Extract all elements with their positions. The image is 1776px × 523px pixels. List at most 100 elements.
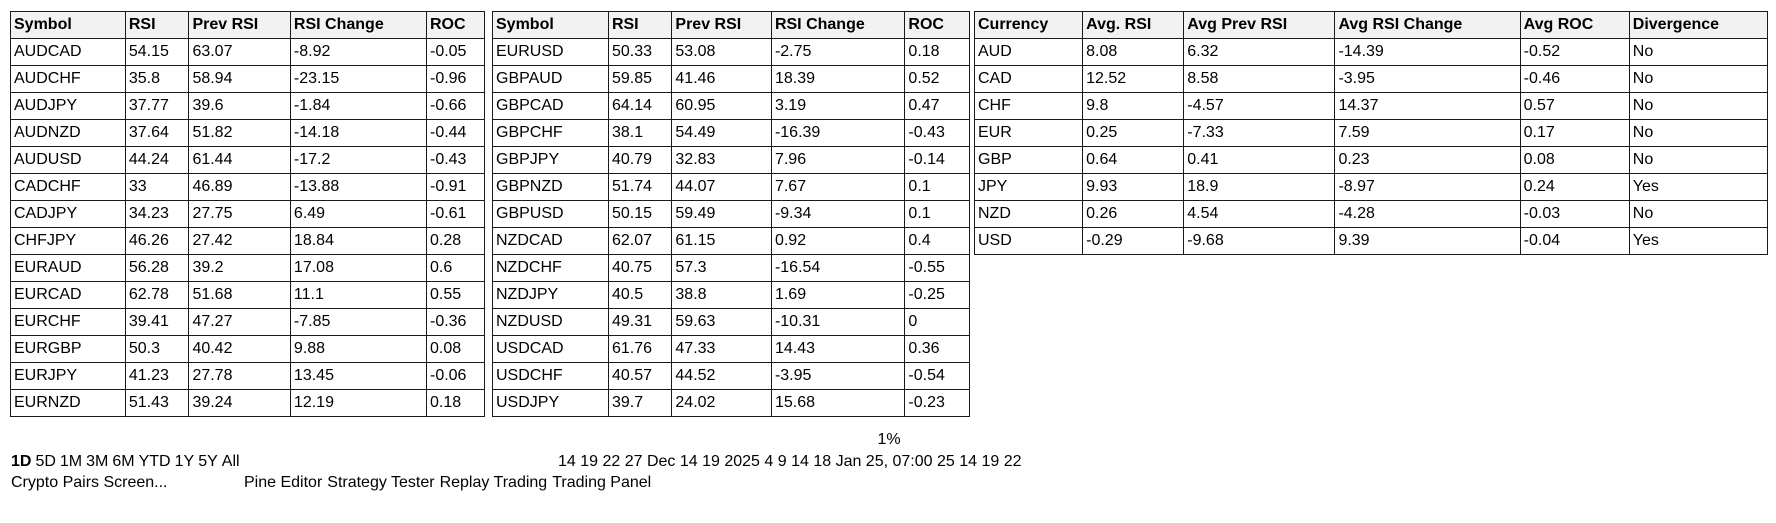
table-cell: -0.36 [425, 308, 486, 336]
bottom-tab[interactable]: Replay Trading [439, 474, 548, 491]
table-cell: 0.52 [904, 65, 970, 93]
table-cell: 49.31 [607, 308, 673, 336]
table-cell: No [1628, 119, 1769, 147]
table-cell: AUDCHF [10, 65, 126, 93]
table-cell: 24.02 [671, 389, 772, 417]
table-cell: -0.05 [425, 38, 486, 66]
table-cell: 12.19 [289, 389, 427, 417]
table-cell: EURCAD [10, 281, 126, 309]
table-cell: 53.08 [671, 38, 772, 66]
column-header: Symbol [10, 11, 126, 39]
bottom-tab[interactable]: Strategy Tester [327, 474, 435, 491]
table-cell: NZD [973, 200, 1084, 228]
table-cell: CHF [973, 92, 1084, 120]
table-cell: 0.18 [904, 38, 970, 66]
table-cell: 0.23 [1334, 146, 1521, 174]
table-cell: EURCHF [10, 308, 126, 336]
column-header: Prev RSI [671, 11, 772, 39]
table-cell: No [1628, 92, 1769, 120]
table-cell: 61.44 [188, 146, 291, 174]
table-cell: 37.77 [124, 92, 190, 120]
table-cell: 0.6 [425, 254, 486, 282]
table-cell: 0.17 [1519, 119, 1630, 147]
table-cell: No [1628, 146, 1769, 174]
table-row: AUDJPY 37.77 39.6 -1.84 -0.66 [10, 92, 486, 120]
table-row: AUDNZD 37.64 51.82 -14.18 -0.44 [10, 119, 486, 147]
table-cell: 9.88 [289, 335, 427, 363]
table-cell: AUDUSD [10, 146, 126, 174]
table-cell: -0.43 [425, 146, 486, 174]
table-cell: AUDJPY [10, 92, 126, 120]
range-option[interactable]: 5Y [198, 453, 218, 470]
table-cell: 63.07 [188, 38, 291, 66]
table-cell: 0.25 [1082, 119, 1185, 147]
table-cell: 9.8 [1082, 92, 1185, 120]
table-cell: -4.57 [1183, 92, 1336, 120]
table-row: EURGBP 50.3 40.42 9.88 0.08 [10, 335, 486, 363]
table-row: AUDUSD 44.24 61.44 -17.2 -0.43 [10, 146, 486, 174]
table-row: GBP 0.64 0.41 0.23 0.08 No [973, 146, 1769, 174]
table-cell: 51.74 [607, 173, 673, 201]
range-option[interactable]: 1D [11, 453, 32, 470]
table-cell: -0.23 [904, 389, 970, 417]
column-header: Prev RSI [188, 11, 291, 39]
table-cell: 8.08 [1082, 38, 1185, 66]
table-cell: 32.83 [671, 146, 772, 174]
table-cell: AUD [973, 38, 1084, 66]
table-cell: -0.29 [1082, 227, 1185, 255]
column-header: Symbol [492, 11, 609, 39]
table-row: GBPNZD 51.74 44.07 7.67 0.1 [492, 173, 970, 201]
table-cell: NZDJPY [492, 281, 609, 309]
range-option[interactable]: 5D [35, 453, 56, 470]
table-header-row: Symbol RSI Prev RSI RSI Change ROC [10, 11, 486, 39]
table-cell: 9.93 [1082, 173, 1185, 201]
table-cell: GBP [973, 146, 1084, 174]
table-row: EURCHF 39.41 47.27 -7.85 -0.36 [10, 308, 486, 336]
table-cell: 8.58 [1183, 65, 1336, 93]
table-cell: GBPJPY [492, 146, 609, 174]
table-row: NZDUSD 49.31 59.63 -10.31 0 [492, 308, 970, 336]
table-cell: 41.46 [671, 65, 772, 93]
table-cell: 12.52 [1082, 65, 1185, 93]
table-cell: No [1628, 200, 1769, 228]
range-option[interactable]: 1Y [174, 453, 195, 470]
bottom-tab[interactable]: Pine Editor [244, 474, 323, 491]
table-row: CHF 9.8 -4.57 14.37 0.57 No [973, 92, 1769, 120]
table-cell: -0.14 [904, 146, 970, 174]
table-cell: -13.88 [289, 173, 427, 201]
table-cell: Yes [1628, 173, 1769, 201]
table-cell: 18.84 [289, 227, 427, 255]
bottom-tabs: Pine Editor Strategy Tester Replay Trading… [244, 474, 656, 491]
table-cell: USDCAD [492, 335, 609, 363]
table-cell: -9.34 [770, 200, 906, 228]
table-cell: -0.61 [425, 200, 486, 228]
range-option[interactable]: 1M [59, 453, 83, 470]
table-cell: 7.67 [770, 173, 906, 201]
table-cell: -0.43 [904, 119, 970, 147]
table-header-row: Symbol RSI Prev RSI RSI Change ROC [492, 11, 970, 39]
table-cell: 60.95 [671, 92, 772, 120]
table-cell: 1.69 [770, 281, 906, 309]
table-cell: USD [973, 227, 1084, 255]
table-cell: -8.97 [1334, 173, 1521, 201]
symbol-rsi-table-2: Symbol RSI Prev RSI RSI Change ROC EURUSD 50.… [492, 11, 970, 417]
range-option[interactable]: All [221, 453, 240, 470]
table-row: GBPCHF 38.1 54.49 -16.39 -0.43 [492, 119, 970, 147]
column-header: RSI Change [770, 11, 906, 39]
table-row: NZD 0.26 4.54 -4.28 -0.03 No [973, 200, 1769, 228]
table-row: AUDCHF 35.8 58.94 -23.15 -0.96 [10, 65, 486, 93]
table-cell: -2.75 [770, 38, 906, 66]
bottom-tab[interactable]: Trading Panel [552, 474, 652, 491]
table-cell: 4.54 [1183, 200, 1336, 228]
table-cell: -7.33 [1183, 119, 1336, 147]
table-cell: 27.75 [188, 200, 291, 228]
screener-title[interactable]: Crypto Pairs Screen... [11, 474, 168, 491]
table-cell: 39.7 [607, 389, 673, 417]
table-cell: GBPCHF [492, 119, 609, 147]
range-option[interactable]: 3M [86, 453, 109, 470]
range-option[interactable]: 6M [112, 453, 135, 470]
column-header: RSI [124, 11, 190, 39]
table-cell: No [1628, 65, 1769, 93]
range-option[interactable]: YTD [138, 453, 171, 470]
table-row: CADCHF 33 46.89 -13.88 -0.91 [10, 173, 486, 201]
